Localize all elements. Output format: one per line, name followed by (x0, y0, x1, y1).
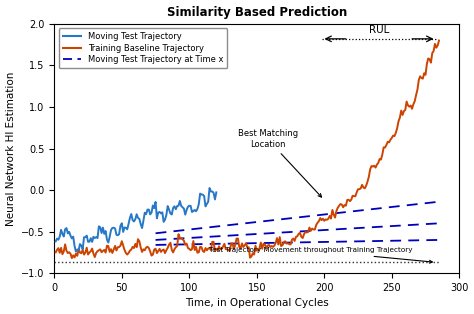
Y-axis label: Neural Network HI Estimation: Neural Network HI Estimation (6, 71, 16, 226)
Title: Similarity Based Prediction: Similarity Based Prediction (167, 6, 347, 19)
Text: Best Matching
Location: Best Matching Location (237, 129, 321, 197)
Legend: Moving Test Trajectory, Training Baseline Trajectory, Moving Test Trajectory at : Moving Test Trajectory, Training Baselin… (58, 28, 228, 68)
Text: RUL: RUL (369, 25, 389, 35)
X-axis label: Time, in Operational Cycles: Time, in Operational Cycles (185, 298, 328, 308)
Text: Test Trajectory Movement throughout Training Trajectory: Test Trajectory Movement throughout Trai… (209, 247, 432, 263)
